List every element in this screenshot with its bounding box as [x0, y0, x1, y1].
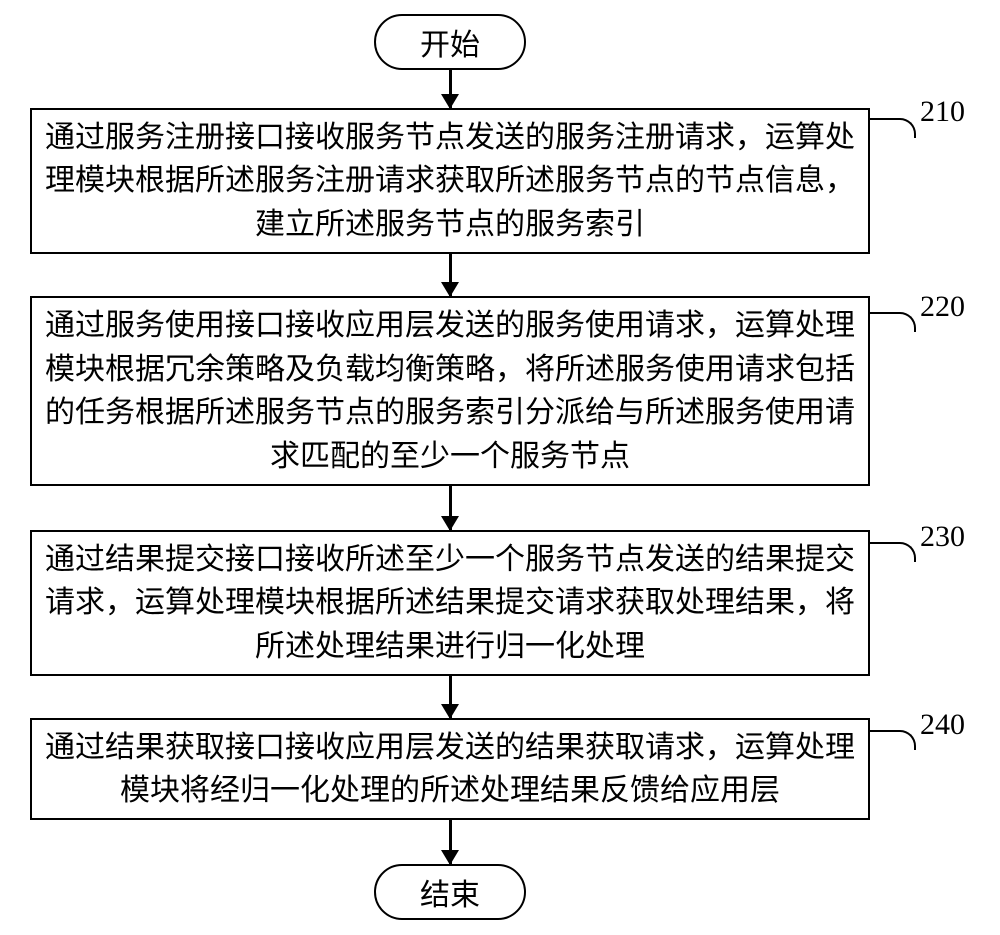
- step-label-4: 240: [920, 708, 965, 742]
- label-connector-3: [870, 542, 916, 562]
- end-label: 结束: [420, 870, 480, 914]
- arrow-5: [449, 820, 452, 864]
- process-text-2: 通过服务使用接口接收应用层发送的服务使用请求，运算处理模块根据冗余策略及负载均衡…: [44, 304, 856, 478]
- start-label: 开始: [420, 20, 480, 64]
- step-label-1: 210: [920, 95, 965, 129]
- process-text-4: 通过结果获取接口接收应用层发送的结果获取请求，运算处理模块将经归一化处理的所述处…: [44, 726, 856, 813]
- label-connector-4: [870, 730, 916, 750]
- arrow-1: [449, 70, 452, 108]
- process-step-3: 通过结果提交接口接收所述至少一个服务节点发送的结果提交请求，运算处理模块根据所述…: [30, 530, 870, 676]
- process-text-1: 通过服务注册接口接收服务节点发送的服务注册请求，运算处理模块根据所述服务注册请求…: [44, 116, 856, 247]
- start-terminator: 开始: [374, 14, 526, 70]
- process-step-4: 通过结果获取接口接收应用层发送的结果获取请求，运算处理模块将经归一化处理的所述处…: [30, 718, 870, 820]
- label-connector-2: [870, 312, 916, 332]
- arrow-2: [449, 254, 452, 296]
- step-label-3: 230: [920, 520, 965, 554]
- flowchart-container: 开始 通过服务注册接口接收服务节点发送的服务注册请求，运算处理模块根据所述服务注…: [0, 0, 1000, 935]
- label-connector-1: [870, 118, 916, 138]
- process-step-2: 通过服务使用接口接收应用层发送的服务使用请求，运算处理模块根据冗余策略及负载均衡…: [30, 296, 870, 486]
- process-step-1: 通过服务注册接口接收服务节点发送的服务注册请求，运算处理模块根据所述服务注册请求…: [30, 108, 870, 254]
- end-terminator: 结束: [374, 864, 526, 920]
- arrow-4: [449, 676, 452, 718]
- process-text-3: 通过结果提交接口接收所述至少一个服务节点发送的结果提交请求，运算处理模块根据所述…: [44, 538, 856, 669]
- step-label-2: 220: [920, 290, 965, 324]
- arrow-3: [449, 486, 452, 530]
